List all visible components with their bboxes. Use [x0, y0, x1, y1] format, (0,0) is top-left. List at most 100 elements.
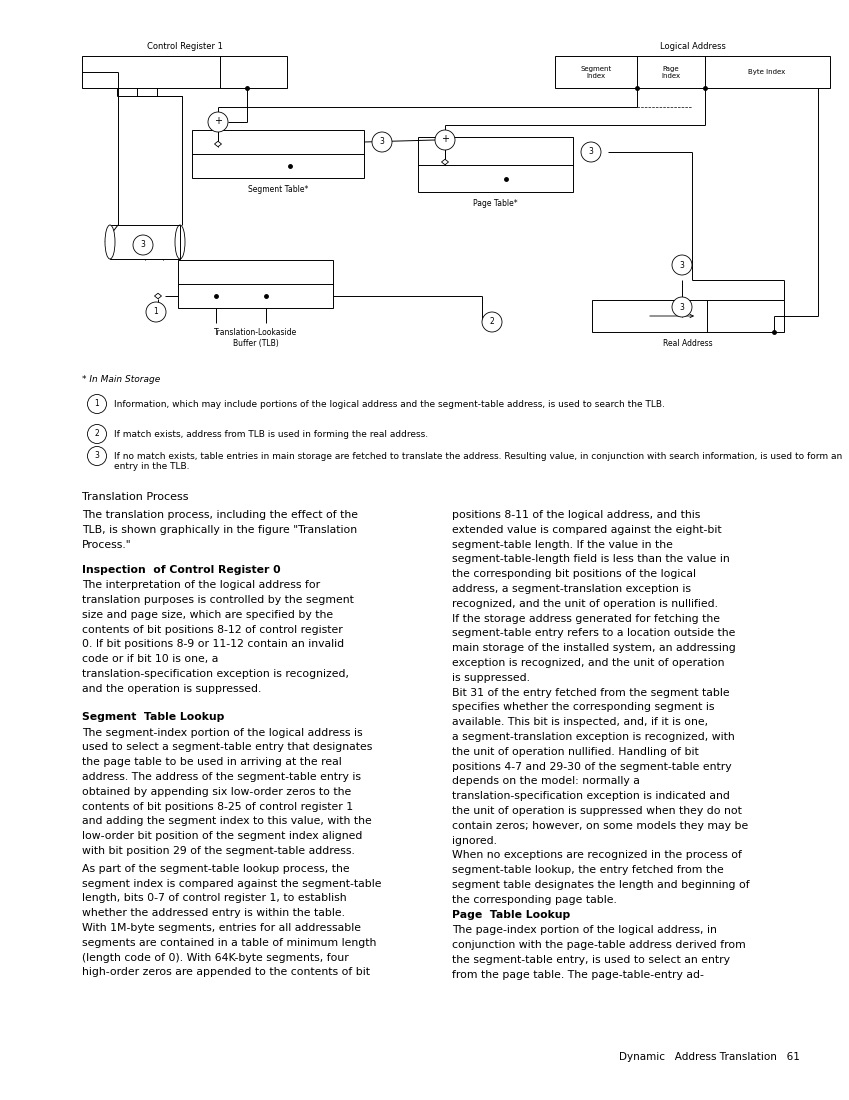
Text: If the storage address generated for fetching the: If the storage address generated for fet… [452, 614, 720, 624]
Text: contents of bit positions 8-25 of control register 1: contents of bit positions 8-25 of contro… [82, 802, 353, 812]
Circle shape [87, 425, 106, 443]
Text: 3: 3 [141, 241, 145, 250]
Text: main storage of the installed system, an addressing: main storage of the installed system, an… [452, 644, 736, 653]
Text: segments are contained in a table of minimum length: segments are contained in a table of min… [82, 937, 376, 948]
Text: Segment
Index: Segment Index [581, 66, 611, 78]
Text: The segment-index portion of the logical address is: The segment-index portion of the logical… [82, 727, 363, 738]
Text: contain zeros; however, on some models they may be: contain zeros; however, on some models t… [452, 821, 748, 830]
Text: * In Main Storage: * In Main Storage [82, 375, 160, 384]
Text: 1: 1 [154, 308, 159, 317]
Text: whether the addressed entry is within the table.: whether the addressed entry is within th… [82, 909, 345, 918]
Text: and the operation is suppressed.: and the operation is suppressed. [82, 684, 261, 694]
Text: Page  Table Lookup: Page Table Lookup [452, 910, 571, 920]
Text: 2: 2 [94, 429, 99, 439]
Text: depends on the model: normally a: depends on the model: normally a [452, 777, 640, 786]
Circle shape [482, 312, 502, 332]
Bar [555, 56, 830, 88]
Text: When no exceptions are recognized in the process of: When no exceptions are recognized in the… [452, 850, 742, 860]
Bar [178, 260, 333, 308]
Circle shape [146, 302, 166, 322]
Text: segment index is compared against the segment-table: segment index is compared against the se… [82, 879, 381, 889]
Text: Logical Address: Logical Address [660, 42, 725, 51]
Text: Segment Table*: Segment Table* [248, 185, 308, 194]
Bar [82, 56, 287, 88]
Text: Inspection  of Control Register 0: Inspection of Control Register 0 [82, 564, 281, 575]
Text: If no match exists, table entries in main storage are fetched to translate the a: If no match exists, table entries in mai… [114, 452, 842, 472]
Text: The page-index portion of the logical address, in: The page-index portion of the logical ad… [452, 925, 717, 935]
Text: available. This bit is inspected, and, if it is one,: available. This bit is inspected, and, i… [452, 717, 708, 727]
Bar [418, 138, 573, 192]
Text: the corresponding bit positions of the logical: the corresponding bit positions of the l… [452, 569, 696, 580]
Ellipse shape [105, 226, 115, 258]
Text: TLB, is shown graphically in the figure "Translation: TLB, is shown graphically in the figure … [82, 525, 357, 535]
Text: translation purposes is controlled by the segment: translation purposes is controlled by th… [82, 595, 354, 605]
Text: Control Register 1: Control Register 1 [147, 42, 222, 51]
Text: 3: 3 [94, 451, 99, 461]
Text: The translation process, including the effect of the: The translation process, including the e… [82, 510, 358, 520]
Text: specifies whether the corresponding segment is: specifies whether the corresponding segm… [452, 703, 715, 713]
Text: +: + [441, 134, 449, 144]
Text: 2: 2 [490, 318, 494, 327]
Text: segment-table-length field is less than the value in: segment-table-length field is less than … [452, 554, 730, 564]
Text: Translation-Lookaside
Buffer (TLB): Translation-Lookaside Buffer (TLB) [214, 328, 297, 348]
Text: Segment  Table Lookup: Segment Table Lookup [82, 712, 224, 722]
Text: translation-specification exception is recognized,: translation-specification exception is r… [82, 669, 349, 679]
Text: low-order bit position of the segment index aligned: low-order bit position of the segment in… [82, 832, 363, 842]
Bar [110, 226, 180, 258]
Text: Bit 31 of the entry fetched from the segment table: Bit 31 of the entry fetched from the seg… [452, 688, 729, 697]
Polygon shape [155, 294, 161, 299]
Text: segment table designates the length and beginning of: segment table designates the length and … [452, 880, 750, 890]
Circle shape [581, 142, 601, 162]
Text: the unit of operation nullified. Handling of bit: the unit of operation nullified. Handlin… [452, 747, 699, 757]
Text: Page Table*: Page Table* [473, 199, 518, 208]
Text: Real Address: Real Address [663, 339, 713, 348]
Text: the segment-table entry, is used to select an entry: the segment-table entry, is used to sele… [452, 955, 730, 965]
Circle shape [87, 395, 106, 414]
Text: is suppressed.: is suppressed. [452, 673, 530, 683]
Text: 3: 3 [679, 302, 684, 311]
Text: Page
Index: Page Index [661, 66, 681, 78]
Text: contents of bit positions 8-12 of control register: contents of bit positions 8-12 of contro… [82, 625, 343, 635]
Text: Byte Index: Byte Index [748, 69, 785, 75]
Text: extended value is compared against the eight-bit: extended value is compared against the e… [452, 525, 722, 535]
Text: length, bits 0-7 of control register 1, to establish: length, bits 0-7 of control register 1, … [82, 893, 346, 903]
Text: segment-table lookup, the entry fetched from the: segment-table lookup, the entry fetched … [452, 866, 723, 876]
Text: address, a segment-translation exception is: address, a segment-translation exception… [452, 584, 691, 594]
Circle shape [672, 255, 692, 275]
Circle shape [372, 132, 392, 152]
Text: +: + [214, 117, 222, 126]
Text: segment-table entry refers to a location outside the: segment-table entry refers to a location… [452, 628, 735, 638]
Bar [192, 130, 364, 178]
Bar [592, 300, 784, 332]
Text: code or if bit 10 is one, a: code or if bit 10 is one, a [82, 654, 218, 664]
Text: the corresponding page table.: the corresponding page table. [452, 894, 617, 905]
Text: translation-specification exception is indicated and: translation-specification exception is i… [452, 791, 730, 801]
Text: Information, which may include portions of the logical address and the segment-t: Information, which may include portions … [114, 400, 665, 409]
Text: Translation Process: Translation Process [82, 492, 188, 502]
Text: Process.": Process." [82, 540, 132, 550]
Text: used to select a segment-table entry that designates: used to select a segment-table entry tha… [82, 742, 373, 752]
Text: from the page table. The page-table-entry ad-: from the page table. The page-table-entr… [452, 969, 704, 979]
Text: ignored.: ignored. [452, 836, 497, 846]
Circle shape [208, 112, 228, 132]
Text: 3: 3 [679, 261, 684, 270]
Circle shape [87, 447, 106, 465]
Text: address. The address of the segment-table entry is: address. The address of the segment-tabl… [82, 772, 361, 782]
Text: 0. If bit positions 8-9 or 11-12 contain an invalid: 0. If bit positions 8-9 or 11-12 contain… [82, 639, 344, 649]
Text: recognized, and the unit of operation is nullified.: recognized, and the unit of operation is… [452, 598, 718, 608]
Text: a segment-translation exception is recognized, with: a segment-translation exception is recog… [452, 732, 734, 742]
Text: the unit of operation is suppressed when they do not: the unit of operation is suppressed when… [452, 806, 742, 816]
Circle shape [672, 297, 692, 317]
Text: size and page size, which are specified by the: size and page size, which are specified … [82, 609, 333, 620]
Text: (length code of 0). With 64K-byte segments, four: (length code of 0). With 64K-byte segmen… [82, 953, 349, 962]
Circle shape [435, 130, 455, 150]
Text: and adding the segment index to this value, with the: and adding the segment index to this val… [82, 816, 372, 826]
Text: 1: 1 [94, 399, 99, 408]
Text: obtained by appending six low-order zeros to the: obtained by appending six low-order zero… [82, 786, 351, 796]
Text: segment-table length. If the value in the: segment-table length. If the value in th… [452, 540, 673, 550]
Circle shape [133, 235, 153, 255]
Text: with bit position 29 of the segment-table address.: with bit position 29 of the segment-tabl… [82, 846, 355, 856]
Polygon shape [215, 141, 222, 146]
Text: As part of the segment-table lookup process, the: As part of the segment-table lookup proc… [82, 864, 350, 873]
Text: positions 4-7 and 29-30 of the segment-table entry: positions 4-7 and 29-30 of the segment-t… [452, 761, 732, 771]
